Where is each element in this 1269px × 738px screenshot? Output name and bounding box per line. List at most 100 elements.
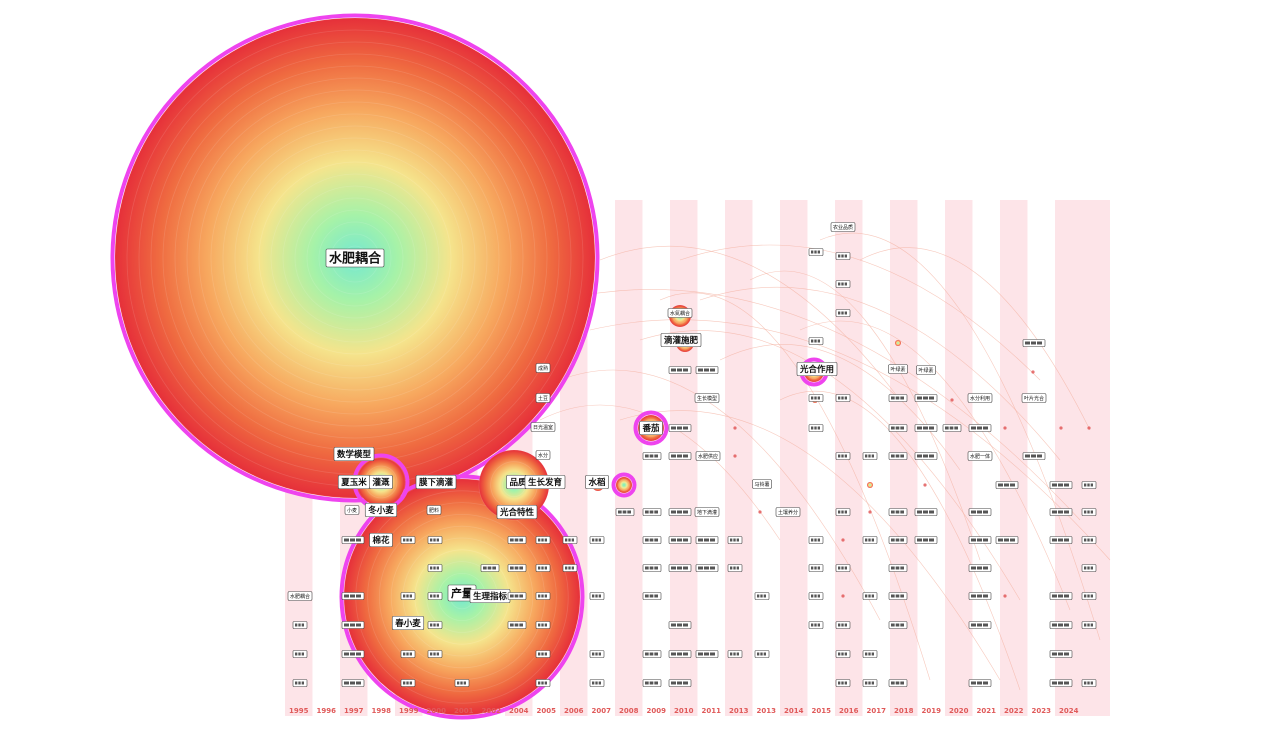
keyword-k-shuifeiouhe3[interactable]: 水肥耦合 — [287, 591, 313, 601]
minor-keyword-glyph — [430, 623, 433, 627]
minor-keyword-glyph — [436, 623, 439, 627]
minor-keyword-glyph — [1058, 510, 1063, 514]
minor-keyword-glyph — [403, 681, 406, 685]
keyword-k-dixiadi[interactable]: 膜下滴灌 — [415, 474, 457, 490]
keyword-k-shuxuemoxing[interactable]: 数学模型 — [333, 446, 375, 462]
minor-keyword-glyph — [971, 538, 976, 542]
keyword-k-chunxiaomai[interactable]: 春小麦 — [391, 615, 425, 631]
minor-keyword-glyph — [1064, 652, 1069, 656]
bubble-shuifei-ring — [186, 89, 524, 427]
minor-keyword-glyph — [844, 254, 847, 258]
keyword-k-riguangwendu[interactable]: 日光温室 — [530, 422, 556, 432]
keyword-k-shuifen[interactable]: 水分 — [535, 450, 551, 460]
minor-keyword-glyph — [865, 652, 868, 656]
keyword-k-shuifei[interactable]: 水肥耦合 — [325, 248, 385, 268]
minor-keyword-glyph — [1087, 566, 1090, 570]
minor-keyword-glyph — [710, 368, 715, 372]
minor-keyword-glyph — [710, 652, 715, 656]
minor-keyword-glyph — [565, 566, 568, 570]
minor-keyword-glyph — [811, 623, 814, 627]
keyword-k-riguangwendu-box — [530, 422, 556, 432]
keyword-k-nongyepinzhi[interactable]: 农业品质 — [830, 222, 856, 232]
keyword-k-shuidao[interactable]: 水稻 — [585, 474, 609, 490]
keyword-k-fanqie[interactable]: 番茄 — [639, 420, 663, 436]
link-arc — [819, 232, 1101, 641]
keyword-k-shuifeiyuan[interactable]: 水肥供应 — [695, 451, 721, 461]
minor-keyword-glyph — [838, 566, 841, 570]
keyword-k-xiaomai[interactable]: 小麦 — [344, 505, 360, 515]
minor-keyword-glyph — [895, 681, 900, 685]
minor-keyword-glyph — [541, 538, 544, 542]
keyword-k-chengshu[interactable]: 成熟 — [535, 363, 551, 373]
bubble-fanqie-halo — [633, 410, 669, 446]
minor-keyword-glyph — [733, 538, 736, 542]
minor-keyword-glyph — [811, 250, 814, 254]
keyword-k-maling[interactable]: 马铃薯 — [752, 479, 772, 489]
keyword-k-feiliao[interactable]: 肥料 — [426, 505, 442, 515]
minor-keyword-glyph — [868, 681, 871, 685]
keyword-k-shuifeiliyong[interactable]: 水分利用 — [967, 393, 993, 403]
keyword-k-shenglizhibiao[interactable]: 生理指标 — [469, 588, 511, 604]
bubble-shuifei-ring — [318, 221, 392, 295]
keyword-k-diguanshifei[interactable]: 滴灌施肥 — [660, 332, 702, 348]
minor-keyword-glyph — [971, 426, 976, 430]
minor-keyword-glyph — [683, 652, 688, 656]
minor-keyword-glyph — [1052, 652, 1057, 656]
keyword-k-shengzhang[interactable]: 生长发育 — [524, 474, 566, 490]
minor-keyword-glyph — [945, 426, 949, 430]
year-stripe — [615, 200, 643, 716]
minor-keyword-glyph — [1064, 483, 1069, 487]
minor-keyword-glyph — [1090, 594, 1093, 598]
minor-keyword-glyph — [671, 623, 676, 627]
keyword-k-diguanshifei-box — [660, 332, 702, 348]
minor-keyword-glyph — [895, 510, 900, 514]
minor-keyword-glyph — [645, 454, 649, 458]
minor-keyword-glyph — [917, 510, 922, 514]
keyword-k-guanghezuoyong1[interactable]: 光合特性 — [496, 504, 538, 520]
keyword-k-xiayumi[interactable]: 夏玉米 — [337, 474, 371, 490]
minor-keyword-glyph — [817, 396, 820, 400]
keyword-k-shengzhangmoxing[interactable]: 生长模型 — [694, 393, 720, 403]
keyword-k-shuifeiyiti[interactable]: 水肥一体 — [967, 451, 993, 461]
keyword-k-shuifei-box — [325, 248, 385, 268]
minor-keyword-glyph — [871, 454, 874, 458]
minor-keyword-glyph — [671, 681, 676, 685]
keyword-k-yeguanghe[interactable]: 叶片光合 — [1021, 393, 1047, 403]
minor-keyword-glyph — [865, 538, 868, 542]
bubble-shuifei-ring — [294, 197, 416, 319]
keyword-k-tudou[interactable]: 土豆 — [535, 393, 551, 403]
keyword-k-shuifeiouhe2[interactable]: 水氮耦合 — [667, 308, 693, 318]
minor-keyword-glyph — [841, 566, 844, 570]
bubble-shuifei-ring — [234, 137, 476, 379]
keyword-k-yelvsu[interactable]: 叶绿素 — [888, 364, 908, 374]
keyword-k-guangai-box — [369, 474, 393, 490]
bubble-dot5-ring — [866, 481, 874, 489]
minor-keyword-glyph — [571, 538, 574, 542]
keyword-k-turangyangfen[interactable]: 土壤养分 — [775, 507, 801, 517]
minor-keyword-glyph — [487, 566, 492, 570]
keyword-k-yeguangxiao[interactable]: 叶绿素 — [916, 365, 936, 375]
minor-keyword-glyph — [1064, 510, 1069, 514]
keyword-k-diyanxiao[interactable]: 地下滴灌 — [694, 507, 720, 517]
keyword-k-chanliang[interactable]: 产量 — [447, 584, 477, 602]
minor-keyword-glyph — [977, 623, 982, 627]
keyword-k-guanghezuoyong2[interactable]: 光合作用 — [796, 361, 838, 377]
year-label: 1999 — [399, 707, 419, 715]
minor-keyword-glyph — [595, 594, 598, 598]
minor-keyword-glyph — [671, 652, 676, 656]
keyword-k-guangai[interactable]: 灌溉 — [369, 474, 393, 490]
year-label: 2000 — [427, 707, 447, 715]
keyword-k-dongxiaomai[interactable]: 冬小麦 — [364, 502, 398, 518]
minor-keyword-glyph — [841, 623, 844, 627]
minor-keyword-glyph — [814, 426, 817, 430]
keyword-k-mianhua[interactable]: 棉花 — [369, 532, 393, 548]
year-label: 2013 — [757, 707, 777, 715]
minor-keyword-glyph — [595, 681, 598, 685]
minor-keyword-glyph — [595, 652, 598, 656]
year-label: 2013 — [729, 707, 749, 715]
minor-keyword-glyph — [654, 510, 658, 514]
year-label: 2023 — [1032, 707, 1052, 715]
minor-keyword-glyph — [1031, 454, 1036, 458]
minor-keyword-glyph — [622, 510, 627, 514]
